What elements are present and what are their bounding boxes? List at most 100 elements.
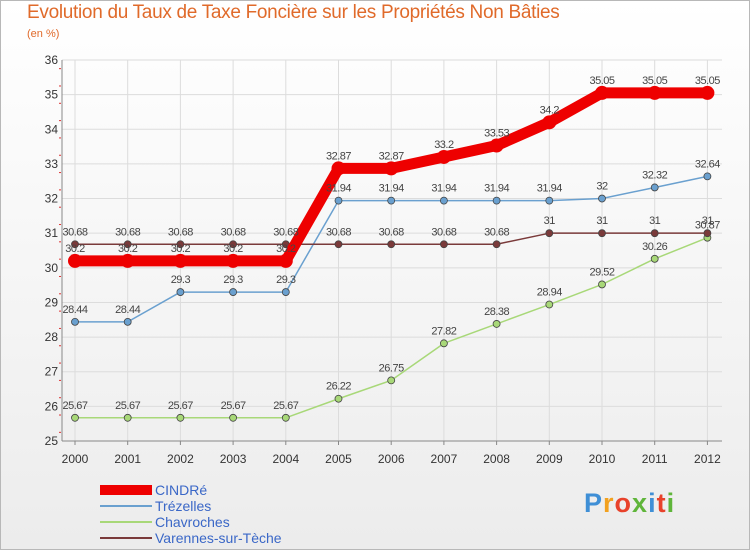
x-tick-label: 2009 xyxy=(536,452,563,466)
data-label: 31.94 xyxy=(431,183,456,195)
data-label: 30.68 xyxy=(62,226,87,238)
x-tick-label: 2000 xyxy=(62,452,89,466)
data-point xyxy=(229,240,238,249)
data-point xyxy=(278,253,293,268)
data-point xyxy=(492,196,501,205)
data-point xyxy=(123,413,132,422)
data-label: 30.68 xyxy=(431,226,456,238)
x-tick-label: 2002 xyxy=(167,452,194,466)
data-point xyxy=(176,413,185,422)
chart-subtitle: (en %) xyxy=(27,28,60,40)
y-tick-label: 25 xyxy=(45,434,59,448)
data-point xyxy=(700,85,715,100)
data-label: 30.68 xyxy=(168,226,193,238)
data-label: 27.82 xyxy=(431,325,456,337)
data-point xyxy=(334,240,343,249)
data-label: 28.44 xyxy=(115,304,140,316)
data-point xyxy=(545,196,554,205)
data-point xyxy=(123,317,132,326)
data-label: 30.68 xyxy=(379,226,404,238)
x-tick-label: 2011 xyxy=(642,452,668,466)
data-label: 35.05 xyxy=(642,75,667,87)
data-point xyxy=(281,288,290,296)
data-label: 25.67 xyxy=(221,400,246,412)
x-tick-label: 2008 xyxy=(483,452,510,466)
logo-letter: r xyxy=(603,488,615,518)
legend-item: CINDRé xyxy=(100,482,360,498)
data-point xyxy=(123,240,132,249)
data-label: 31 xyxy=(649,215,661,227)
data-label: 32 xyxy=(596,181,608,193)
proxiti-logo: Proxiti xyxy=(584,488,675,519)
y-tick-label: 34 xyxy=(45,122,59,136)
x-tick-label: 2012 xyxy=(694,452,721,466)
data-point xyxy=(542,115,557,130)
y-tick-label: 35 xyxy=(45,88,59,102)
data-label: 31.94 xyxy=(326,183,351,195)
data-label: 29.3 xyxy=(171,274,191,286)
legend-item: Varennes-sur-Tèche xyxy=(100,530,360,546)
data-point xyxy=(334,196,343,205)
data-point xyxy=(703,172,712,181)
data-point xyxy=(173,253,188,268)
data-point xyxy=(384,161,399,176)
x-tick-label: 2004 xyxy=(272,452,299,466)
data-label: 30.87 xyxy=(695,220,720,232)
data-label: 32.87 xyxy=(326,150,351,162)
x-tick-label: 2006 xyxy=(378,452,405,466)
y-tick-label: 28 xyxy=(45,330,59,344)
data-label: 31.94 xyxy=(484,183,509,195)
data-label: 33.53 xyxy=(484,128,509,140)
data-label: 25.67 xyxy=(62,400,87,412)
legend-swatch xyxy=(100,537,152,539)
data-label: 30.2 xyxy=(223,243,243,255)
legend-label: Chavroches xyxy=(155,514,230,530)
data-label: 29.3 xyxy=(276,274,296,286)
chart-title: Evolution du Taux de Taxe Foncière sur l… xyxy=(27,2,560,23)
data-point xyxy=(492,320,501,328)
y-tick-label: 30 xyxy=(45,261,59,275)
data-label: 31.94 xyxy=(379,183,404,195)
x-tick-label: 2007 xyxy=(431,452,458,466)
y-tick-label: 33 xyxy=(45,157,59,171)
legend-label: CINDRé xyxy=(155,482,208,498)
x-tick-label: 2005 xyxy=(325,452,352,466)
legend-label: Trézelles xyxy=(155,498,212,514)
x-tick-label: 2001 xyxy=(114,452,141,466)
y-tick-label: 32 xyxy=(45,192,59,206)
y-tick-label: 27 xyxy=(45,365,59,379)
data-label: 31 xyxy=(544,215,556,227)
data-label: 26.22 xyxy=(326,381,351,393)
y-tick-label: 31 xyxy=(45,226,59,240)
data-point xyxy=(650,254,659,263)
data-label: 30.68 xyxy=(115,226,140,238)
data-point xyxy=(331,161,346,176)
data-point xyxy=(439,240,448,249)
logo-letter: o xyxy=(614,488,633,518)
data-label: 26.75 xyxy=(379,362,404,374)
data-point xyxy=(176,288,185,296)
data-label: 30.2 xyxy=(118,243,138,255)
data-label: 25.67 xyxy=(168,400,193,412)
data-label: 30.68 xyxy=(221,226,246,238)
data-label: 32.87 xyxy=(379,150,404,162)
data-label: 30.68 xyxy=(484,226,509,238)
data-point xyxy=(439,196,448,205)
data-point xyxy=(229,288,238,296)
data-label: 31 xyxy=(702,215,714,227)
logo-letter: i xyxy=(648,488,657,518)
data-point xyxy=(176,240,185,249)
data-point xyxy=(492,240,501,249)
chart-legend: CINDRé Trézelles Chavroches Varennes-sur-Tè… xyxy=(100,482,360,546)
data-point xyxy=(387,196,396,205)
data-label: 25.67 xyxy=(273,400,298,412)
data-label: 33.2 xyxy=(434,139,454,151)
data-label: 35.05 xyxy=(695,75,720,87)
data-label: 34.2 xyxy=(540,104,560,116)
logo-letter: P xyxy=(584,488,604,518)
data-label: 35.05 xyxy=(589,75,614,87)
y-tick-label: 36 xyxy=(45,53,59,67)
logo-letter: x xyxy=(632,488,649,518)
data-label: 30.26 xyxy=(642,241,667,253)
data-point xyxy=(650,229,659,238)
